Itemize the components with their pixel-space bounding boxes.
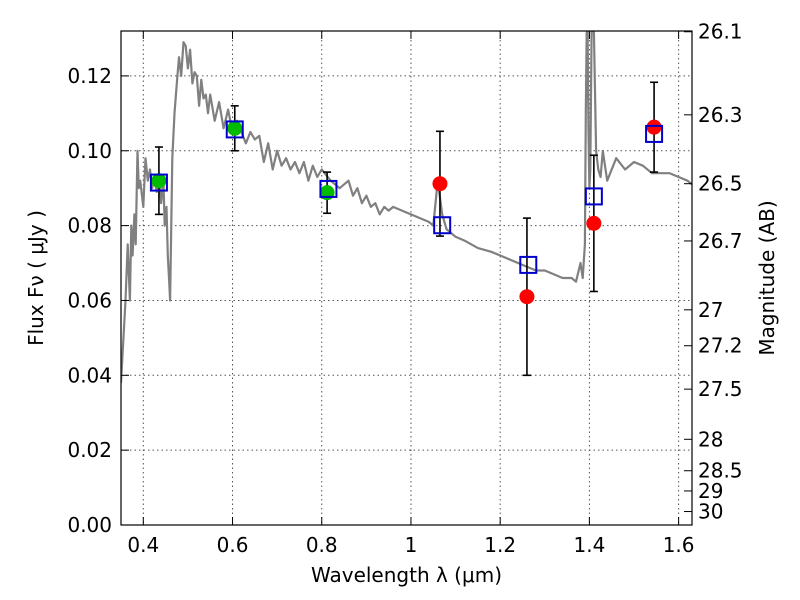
y-tick-label: 0.02: [67, 438, 112, 462]
y-tick-label: 0.08: [67, 214, 112, 238]
model-spectrum-layer: [121, 31, 692, 383]
x-tick-label: 1.2: [484, 533, 516, 557]
y-axis-label: Flux Fν ( μJy ): [24, 210, 48, 346]
x-tick-label: 1.6: [663, 533, 695, 557]
right-tick-label: 30: [698, 500, 723, 524]
right-axis-label: Magnitude (AB): [755, 200, 779, 355]
model-band-square: [519, 255, 538, 274]
right-tick-label: 26.5: [698, 172, 743, 196]
point-layer: [149, 119, 664, 305]
model-band-square: [149, 173, 168, 192]
y-tick-label: 0.00: [67, 513, 112, 537]
observed-point-red: [586, 215, 602, 231]
model-band-square: [433, 216, 452, 235]
x-tick-label: 1: [405, 533, 418, 557]
model-band-square: [645, 124, 664, 143]
x-tick-label: 0.6: [217, 533, 249, 557]
right-tick-label: 29: [698, 479, 723, 503]
right-tick-label: 26.1: [698, 20, 743, 44]
y-tick-label: 0.06: [67, 288, 112, 312]
right-tick-label: 27: [698, 298, 723, 322]
x-tick-label: 0.4: [127, 533, 159, 557]
right-tick-label: 26.3: [698, 103, 743, 127]
model-band-square: [584, 187, 603, 206]
observed-point-red: [432, 176, 448, 192]
model-band-square: [319, 179, 338, 198]
observed-point-red: [646, 119, 662, 135]
right-tick-label: 26.7: [698, 229, 743, 253]
y-tick-label: 0.12: [67, 64, 112, 88]
model-spectrum-line: [121, 31, 692, 383]
y-tick-label: 0.04: [67, 363, 112, 387]
x-tick-label: 1.4: [573, 533, 605, 557]
observed-point-green: [151, 173, 167, 189]
right-tick-label: 27.2: [698, 334, 743, 358]
right-tick-label: 28.5: [698, 459, 743, 483]
x-axis-label-text: Wavelength λ (μm): [311, 563, 502, 587]
tick-layer: 0.4 0.6 0.8 1 1.2 1.4 1.6 0.00 0.02 0.04 0.06 0.08 0…: [67, 20, 742, 557]
observed-point-green: [227, 120, 243, 136]
x-tick-label: 0.8: [306, 533, 338, 557]
y-tick-label: 0.10: [67, 139, 112, 163]
x-axis-label: Wavelength λ (μm): [311, 563, 502, 587]
right-tick-label: 27.5: [698, 377, 743, 401]
model-band-square: [225, 120, 244, 139]
observed-point-red: [519, 289, 535, 305]
right-tick-label: 28: [698, 427, 723, 451]
plot-frame: [120, 30, 693, 526]
